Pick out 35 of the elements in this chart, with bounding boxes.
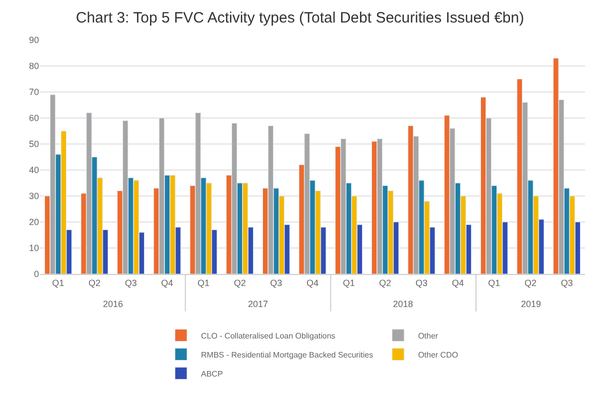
y-tick-label: 20 [28, 217, 39, 228]
legend-label: Other CDO [418, 350, 458, 360]
y-tick-label: 30 [28, 191, 39, 202]
text: 2018 [393, 299, 414, 309]
x-tick-label: Q3 [560, 278, 573, 288]
x-tick-label: Q1 [197, 278, 210, 288]
x-tick-label: Q2 [234, 278, 246, 288]
y-tick-label: 40 [28, 165, 39, 176]
legend-label: RMBS - Residential Mortgage Backed Securities [201, 350, 374, 360]
x-tick-label: Q3 [415, 278, 428, 288]
y-tick-label: 10 [28, 243, 39, 254]
legend-label: CLO - Collateralised Loan Obligations [201, 331, 336, 340]
y-tick-label: 70 [28, 87, 39, 98]
x-tick-label: Q1 [488, 278, 500, 288]
x-tick-label: Q2 [88, 278, 101, 288]
x-tick-label: Q4 [452, 278, 464, 288]
x-tick-label: Q1 [342, 278, 355, 288]
text: 2017 [248, 299, 268, 309]
y-tick-label: 80 [28, 61, 39, 72]
x-tick-label: Q1 [52, 278, 64, 288]
chart-title: Chart 3: Top 5 FVC Activity types (Total Debt Securities Issued €bn) [76, 10, 524, 26]
text: 2016 [103, 299, 124, 309]
x-tick-label: Q2 [379, 278, 392, 288]
y-tick-label: 0 [34, 269, 39, 280]
y-tick-label: 60 [28, 113, 39, 124]
y-tick-label: 50 [28, 139, 39, 150]
x-tick-label: Q4 [161, 278, 174, 288]
x-tick-label: Q3 [270, 278, 282, 288]
x-tick-label: Q4 [306, 278, 319, 288]
legend-label: Other [418, 331, 438, 340]
text: 2019 [521, 299, 542, 309]
y-tick-label: 90 [28, 35, 39, 46]
x-tick-label: Q2 [524, 278, 537, 288]
x-tick-label: Q3 [124, 278, 137, 288]
legend-label: ABCP [201, 369, 223, 378]
